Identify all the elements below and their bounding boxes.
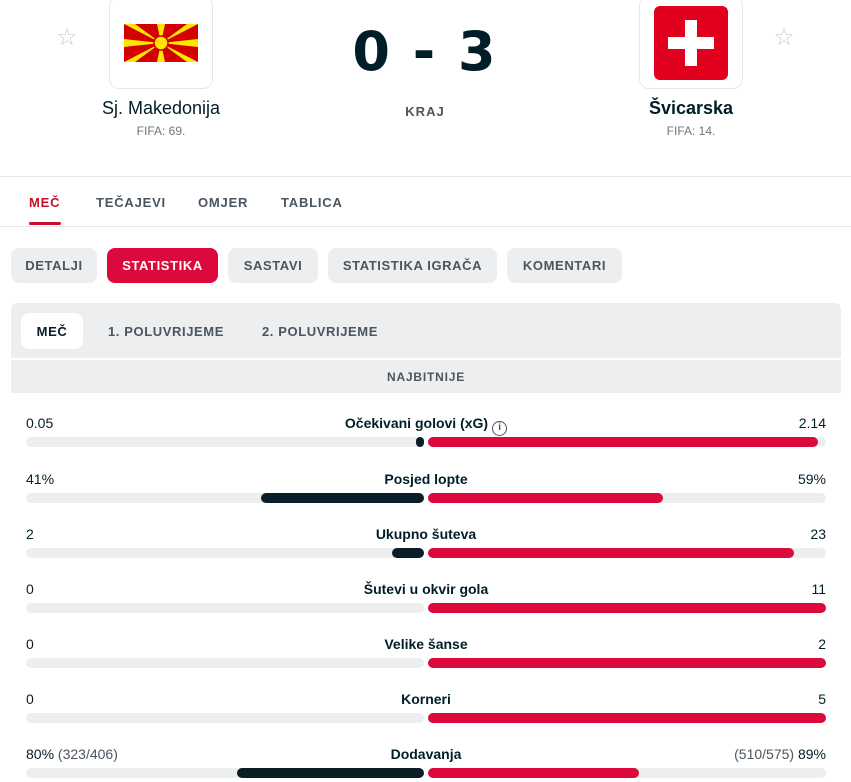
period-tab-mec[interactable]: MEČ [21,313,83,349]
home-bar-fill [416,437,424,447]
tab-tablica[interactable]: TABLICA [281,195,343,210]
stat-away-value: 2 [818,636,826,652]
away-bar-fill [428,713,826,723]
subtab-statistika-igraca[interactable]: STATISTIKA IGRAČA [328,248,497,283]
stat-away-value: 23 [810,526,826,542]
stat-row: 80% (323/406) Dodavanja (510/575) 89% [26,746,826,782]
away-bar-track [428,658,826,668]
stat-row: 2 Ukupno šuteva 23 [26,526,826,566]
main-tabs: MEČ TEČAJEVI OMJER TABLICA [0,177,851,227]
away-team-fifa-rank: FIFA: 14. [666,124,716,138]
away-bar-track [428,437,826,447]
stat-home-value: 80% (323/406) [26,746,118,762]
period-tabs: MEČ 1. POLUVRIJEME 2. POLUVRIJEME [11,303,841,358]
home-bar-track [26,768,424,778]
tab-tecajevi[interactable]: TEČAJEVI [96,195,166,210]
info-icon[interactable]: i [492,421,508,436]
stat-label: Posjed lopte [384,471,468,487]
stat-home-value: 0.05 [26,415,54,431]
home-team-name[interactable]: Sj. Makedonija [101,98,221,118]
tab-mec[interactable]: MEČ [29,195,61,210]
home-bar-fill [392,548,424,558]
stat-home-value: 0 [26,636,34,652]
match-header: ☆ Sj. Makedonija FIFA: 69. 0 - 3 KRAJ [0,0,851,177]
away-team-logo[interactable] [639,0,743,89]
tab-omjer[interactable]: OMJER [198,195,249,210]
home-bar-track [26,713,424,723]
away-team-name[interactable]: Švicarska [648,98,734,118]
match-score: 0 - 3 [352,20,498,83]
stat-row: 0.05 Očekivani golovi (xG) i 2.14 [26,415,826,455]
stat-home-detail: (323/406) [57,746,118,762]
switzerland-flag-icon [654,5,728,80]
stat-home-percent: 80% [26,746,55,762]
away-bar-fill [428,437,819,447]
stat-away-value: 11 [811,581,826,597]
stat-label-text: Očekivani golovi (xG) [344,415,489,431]
away-bar-fill [428,548,795,558]
home-bar-track [26,658,424,668]
favorite-star-icon-away[interactable]: ☆ [773,24,795,51]
stat-label: Dodavanja [390,746,462,762]
away-bar-fill [428,493,663,503]
stat-away-value: 59% [797,471,826,487]
home-team-fifa-rank: FIFA: 69. [136,124,186,138]
home-bar-track [26,603,424,613]
stat-row: 0 Velike šanse 2 [26,636,826,676]
away-bar-fill [428,603,826,613]
stat-away-value: 5 [818,691,826,707]
home-bar-track [26,493,424,503]
home-team-logo[interactable] [109,0,213,89]
subtab-statistika[interactable]: STATISTIKA [107,248,218,283]
subtab-sastavi[interactable]: SASTAVI [228,248,318,283]
home-bar-track [26,548,424,558]
period-tab-first-half[interactable]: 1. POLUVRIJEME [107,323,225,339]
home-bar-fill [236,768,424,778]
subtab-komentari[interactable]: KOMENTARI [507,248,622,283]
match-status: KRAJ [405,104,445,119]
stat-row: 0 Šutevi u okvir gola 11 [26,581,826,621]
away-bar-track [428,713,826,723]
away-bar-track [428,603,826,613]
active-tab-indicator [29,222,61,225]
home-bar-track [26,437,424,447]
away-bar-track [428,768,826,778]
stat-label: Velike šanse [384,636,468,652]
stat-label: Ukupno šuteva [375,526,477,542]
away-bar-track [428,493,826,503]
section-title: NAJBITNIJE [11,360,841,393]
stat-away-detail: (510/575) [734,746,795,762]
away-bar-fill [428,768,639,778]
stat-away-value: (510/575) 89% [734,746,826,762]
home-bar-fill [260,493,424,503]
stat-row: 41% Posjed lopte 59% [26,471,826,511]
away-bar-track [428,548,826,558]
stat-away-percent: 89% [797,746,826,762]
stat-home-value: 0 [26,691,34,707]
stat-label: Korneri [401,691,451,707]
subtab-detalji[interactable]: DETALJI [11,248,97,283]
stat-home-value: 2 [26,526,34,542]
favorite-star-icon-home[interactable]: ☆ [56,24,78,51]
stat-home-value: 0 [26,581,34,597]
stat-label: Šutevi u okvir gola [363,581,489,597]
north-macedonia-flag-icon [124,23,198,62]
stat-away-value: 2.14 [798,415,826,431]
stat-row: 0 Korneri 5 [26,691,826,731]
away-bar-fill [428,658,826,668]
stat-home-value: 41% [26,471,55,487]
stat-label: Očekivani golovi (xG) i [226,415,626,436]
period-tab-second-half[interactable]: 2. POLUVRIJEME [261,323,379,339]
